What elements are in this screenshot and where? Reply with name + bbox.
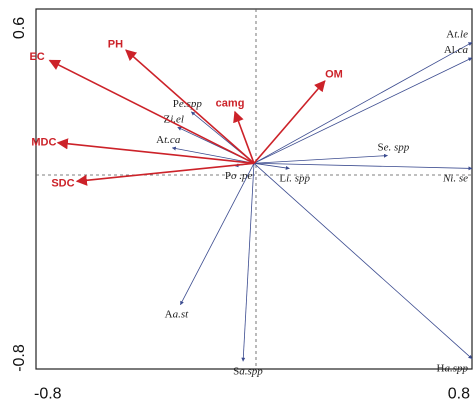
species-label-epithet: o .pe bbox=[231, 170, 253, 182]
species-arrow bbox=[253, 162, 473, 171]
species-label-genus: P bbox=[173, 98, 179, 110]
species-arrow bbox=[180, 163, 255, 306]
species-label-epithet: t.le bbox=[454, 28, 468, 40]
env-arrow bbox=[253, 80, 326, 164]
species-label-epithet: ca bbox=[458, 44, 469, 56]
species-label: Al.ca bbox=[444, 44, 469, 56]
plot-frame bbox=[35, 8, 473, 370]
environmental-vectors: EC PH MDC SDC OM camg bbox=[29, 39, 342, 190]
species-label-genus: A bbox=[165, 309, 173, 321]
species-label-epithet: e.spp bbox=[179, 98, 202, 110]
species-label-genus: P bbox=[225, 170, 231, 182]
species-label-epithet: t.ca bbox=[164, 134, 181, 146]
species-arrow bbox=[253, 42, 473, 164]
species-label-genus: H bbox=[437, 363, 445, 375]
species-label-epithet: a.spp bbox=[239, 365, 263, 377]
species-label: At.ca bbox=[156, 134, 181, 146]
env-label: MDC bbox=[31, 137, 56, 149]
species-label-epithet: Ni. se bbox=[442, 172, 468, 184]
species-label-epithet: i. spp bbox=[286, 172, 310, 184]
species-arrow bbox=[241, 163, 255, 362]
x-tick-label: 0.8 bbox=[448, 385, 470, 402]
y-tick-label: -0.8 bbox=[11, 344, 28, 372]
env-label: PH bbox=[108, 39, 123, 51]
species-arrow bbox=[253, 153, 388, 164]
env-arrow bbox=[48, 59, 255, 165]
species-label: At.le bbox=[446, 28, 468, 40]
species-label-genus: S bbox=[378, 142, 384, 154]
species-label-genus: S bbox=[233, 365, 239, 377]
species-label: Po .pe bbox=[225, 170, 253, 182]
species-label: Li. spp bbox=[279, 172, 310, 184]
species-arrow bbox=[253, 57, 473, 164]
env-arrow bbox=[125, 49, 255, 164]
species-label-genus: A bbox=[446, 28, 454, 40]
species-label-epithet: a.spp bbox=[444, 363, 468, 375]
species-label-genus: A bbox=[156, 134, 164, 146]
env-arrow bbox=[233, 110, 255, 164]
env-label: EC bbox=[29, 51, 44, 63]
species-label: Sa.spp bbox=[233, 365, 263, 377]
env-arrow bbox=[75, 162, 255, 186]
species-label-epithet: a.st bbox=[173, 309, 190, 321]
env-label: OM bbox=[325, 68, 343, 80]
species-arrow bbox=[253, 162, 290, 170]
species-label: Aa.st bbox=[165, 309, 189, 321]
env-label: camg bbox=[216, 97, 245, 109]
species-label: Pe.spp bbox=[173, 98, 203, 110]
species-label-epithet: e. spp bbox=[384, 142, 410, 154]
env-arrow bbox=[56, 138, 255, 165]
species-arrow bbox=[171, 146, 255, 164]
env-label: SDC bbox=[51, 177, 74, 189]
y-tick-label: 0.6 bbox=[11, 17, 28, 39]
species-label-epithet: i.el bbox=[170, 113, 184, 125]
species-label: Ha.spp bbox=[437, 363, 469, 375]
x-tick-label: -0.8 bbox=[34, 385, 62, 402]
species-arrow bbox=[253, 162, 473, 360]
species-label-genus: Al. bbox=[444, 44, 458, 56]
species-label: Ni. se bbox=[442, 172, 468, 184]
species-label-genus: L bbox=[279, 172, 286, 184]
species-label: Se. spp bbox=[378, 142, 410, 154]
